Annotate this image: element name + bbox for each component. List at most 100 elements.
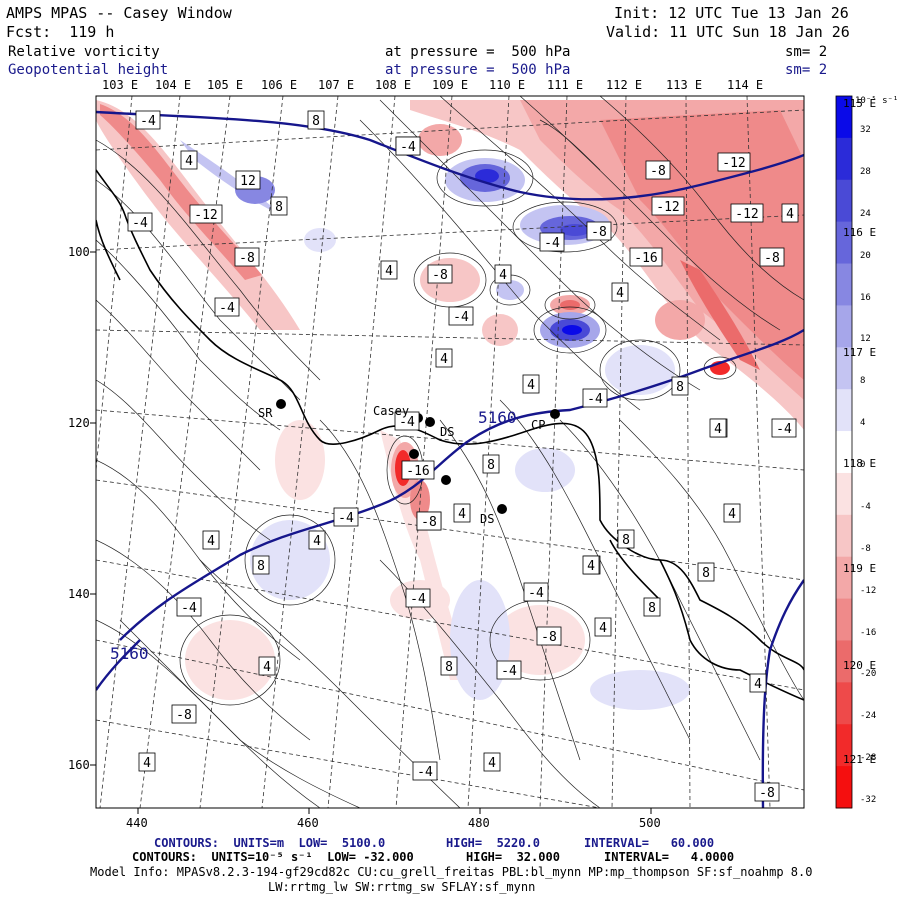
x-tick-label: 440 xyxy=(126,816,148,830)
contour-label-box xyxy=(171,704,197,724)
footer-model-info: Model Info: MPASv8.2.3-194-gf29cd82c CU:… xyxy=(90,865,813,879)
contour-label-text: 4 xyxy=(185,154,193,169)
footer-height-high: HIGH= 5220.0 xyxy=(446,836,540,850)
contour-label-box xyxy=(749,673,767,693)
contour-label-box xyxy=(643,597,661,617)
field1-name: Relative vorticity xyxy=(8,44,160,60)
contour-label-text: -8 xyxy=(650,164,666,179)
colorbar-label: 0 xyxy=(860,460,866,471)
contour-label-text: 8 xyxy=(648,601,656,616)
colorbar-swatch xyxy=(836,137,852,181)
colorbar-label: 12 xyxy=(860,334,871,345)
colorbar-label: 8 xyxy=(860,376,866,387)
contour-label-text: 4 xyxy=(728,507,736,522)
contour-label-box xyxy=(730,203,764,223)
right-lon-label: 116 E xyxy=(843,226,877,239)
contour-label-text: 8 xyxy=(257,559,265,574)
contour-label-text: -4 xyxy=(410,592,426,607)
contour-label-box xyxy=(380,260,398,280)
contour-label-box xyxy=(258,656,276,676)
contour-label-text: 4 xyxy=(385,264,393,279)
colorbar-label: 20 xyxy=(860,250,871,261)
colorbar-label: -16 xyxy=(860,627,877,638)
valid-time: Valid: 11 UTC Sun 18 Jan 26 xyxy=(606,23,850,41)
contour-label-box xyxy=(234,247,260,267)
contour-label-text: 12 xyxy=(240,174,256,189)
footer-height-c: INTERVAL= 60.000 xyxy=(584,836,715,850)
axis-ticks xyxy=(90,251,652,814)
contour-label-box xyxy=(617,529,635,549)
contour-label-box xyxy=(435,348,453,368)
contour-label-box xyxy=(709,418,727,438)
footer-vort-high: HIGH= 32.000 xyxy=(466,850,560,864)
right-lon-label: 115 E xyxy=(843,97,877,110)
contour-label-box xyxy=(270,196,288,216)
contour-label-text: -8 xyxy=(176,708,192,723)
colorbar-unit: 10⁻⁵ s⁻¹ xyxy=(855,96,899,106)
contour-label-text: -16 xyxy=(634,251,657,266)
contour-label-box xyxy=(586,221,612,241)
contour-label-box xyxy=(723,503,741,523)
contour-label-box xyxy=(235,170,261,190)
contour-label-text: 4 xyxy=(754,677,762,692)
colorbar-swatch xyxy=(836,472,852,516)
contour-label-box xyxy=(307,110,325,130)
colorbar-swatch xyxy=(836,724,852,767)
lon-label: 110 E xyxy=(489,78,526,92)
colorbar-swatch xyxy=(836,431,852,474)
colorbar-swatch xyxy=(836,96,852,139)
lon-label: 107 E xyxy=(318,78,355,92)
colorbar-swatch xyxy=(836,514,852,558)
contour-label-box xyxy=(394,411,420,431)
contour-label-box xyxy=(448,306,474,326)
y-tick-label: 140 xyxy=(68,587,90,601)
contour-label-text: -4 xyxy=(501,664,517,679)
footer-height-a: CONTOURS: UNITS=m LOW= 5100.0 xyxy=(154,836,386,850)
contour-label-text: -4 xyxy=(181,601,197,616)
y-tick-label: 160 xyxy=(68,758,90,772)
colorbar-label: -24 xyxy=(860,711,877,722)
colorbar-label: -4 xyxy=(860,501,871,512)
contour-label-box xyxy=(594,617,612,637)
footer-vort-a: CONTOURS: UNITS=10⁻⁵ s⁻¹ LOW= -32.000 xyxy=(132,850,414,864)
colorbar-swatch xyxy=(836,221,852,265)
contour-label-text: 8 xyxy=(312,114,320,129)
contour-label-text: -8 xyxy=(764,251,780,266)
contour-label-text: -12 xyxy=(735,207,758,222)
right-lon-label: 120 E xyxy=(843,659,877,672)
contour-label-box xyxy=(252,555,270,575)
footer-height-b: HIGH= 5220.0 xyxy=(446,836,540,850)
contour-label-text: 4 xyxy=(313,534,321,549)
place-label-cp: CP xyxy=(531,418,546,432)
contour-label-box xyxy=(582,555,600,575)
contour-label-box xyxy=(494,264,512,284)
contour-label-text: -8 xyxy=(421,515,437,530)
colorbar-label: 32 xyxy=(860,125,871,135)
contour-label-text: -8 xyxy=(591,225,607,240)
lon-label: 113 E xyxy=(666,78,703,92)
contour-label-text: 4 xyxy=(599,621,607,636)
contour-label-text: -4 xyxy=(132,216,148,231)
contour-label-text: 8 xyxy=(622,533,630,548)
footer-vort-c: INTERVAL= 4.0000 xyxy=(604,850,735,864)
geopotential-height-contours xyxy=(96,110,804,808)
contour-label-text: -4 xyxy=(399,415,415,430)
contour-label-box xyxy=(781,203,799,223)
contour-label-box xyxy=(651,196,685,216)
contour-label-text: -8 xyxy=(541,630,557,645)
contour-label-box xyxy=(401,460,435,480)
contour-label-box xyxy=(496,660,522,680)
footer-height-contours: CONTOURS: UNITS=m LOW= 5100.0 xyxy=(154,836,385,850)
lon-label: 109 E xyxy=(432,78,469,92)
contour-label-text: -4 xyxy=(453,310,469,325)
contour-label-box xyxy=(523,582,549,602)
forecast-hour: Fcst: 119 h xyxy=(6,23,115,41)
colorbar-swatch xyxy=(836,347,852,390)
contour-label-text: 8 xyxy=(275,200,283,215)
footer-vort-interval: INTERVAL= 4.0000 xyxy=(604,850,734,864)
height-contour-label: 5160 xyxy=(478,408,517,427)
contour-label-text: -4 xyxy=(140,114,156,129)
contour-label-box xyxy=(440,656,458,676)
colorbar-label: -8 xyxy=(860,543,871,554)
right-lon-label: 117 E xyxy=(843,346,877,359)
